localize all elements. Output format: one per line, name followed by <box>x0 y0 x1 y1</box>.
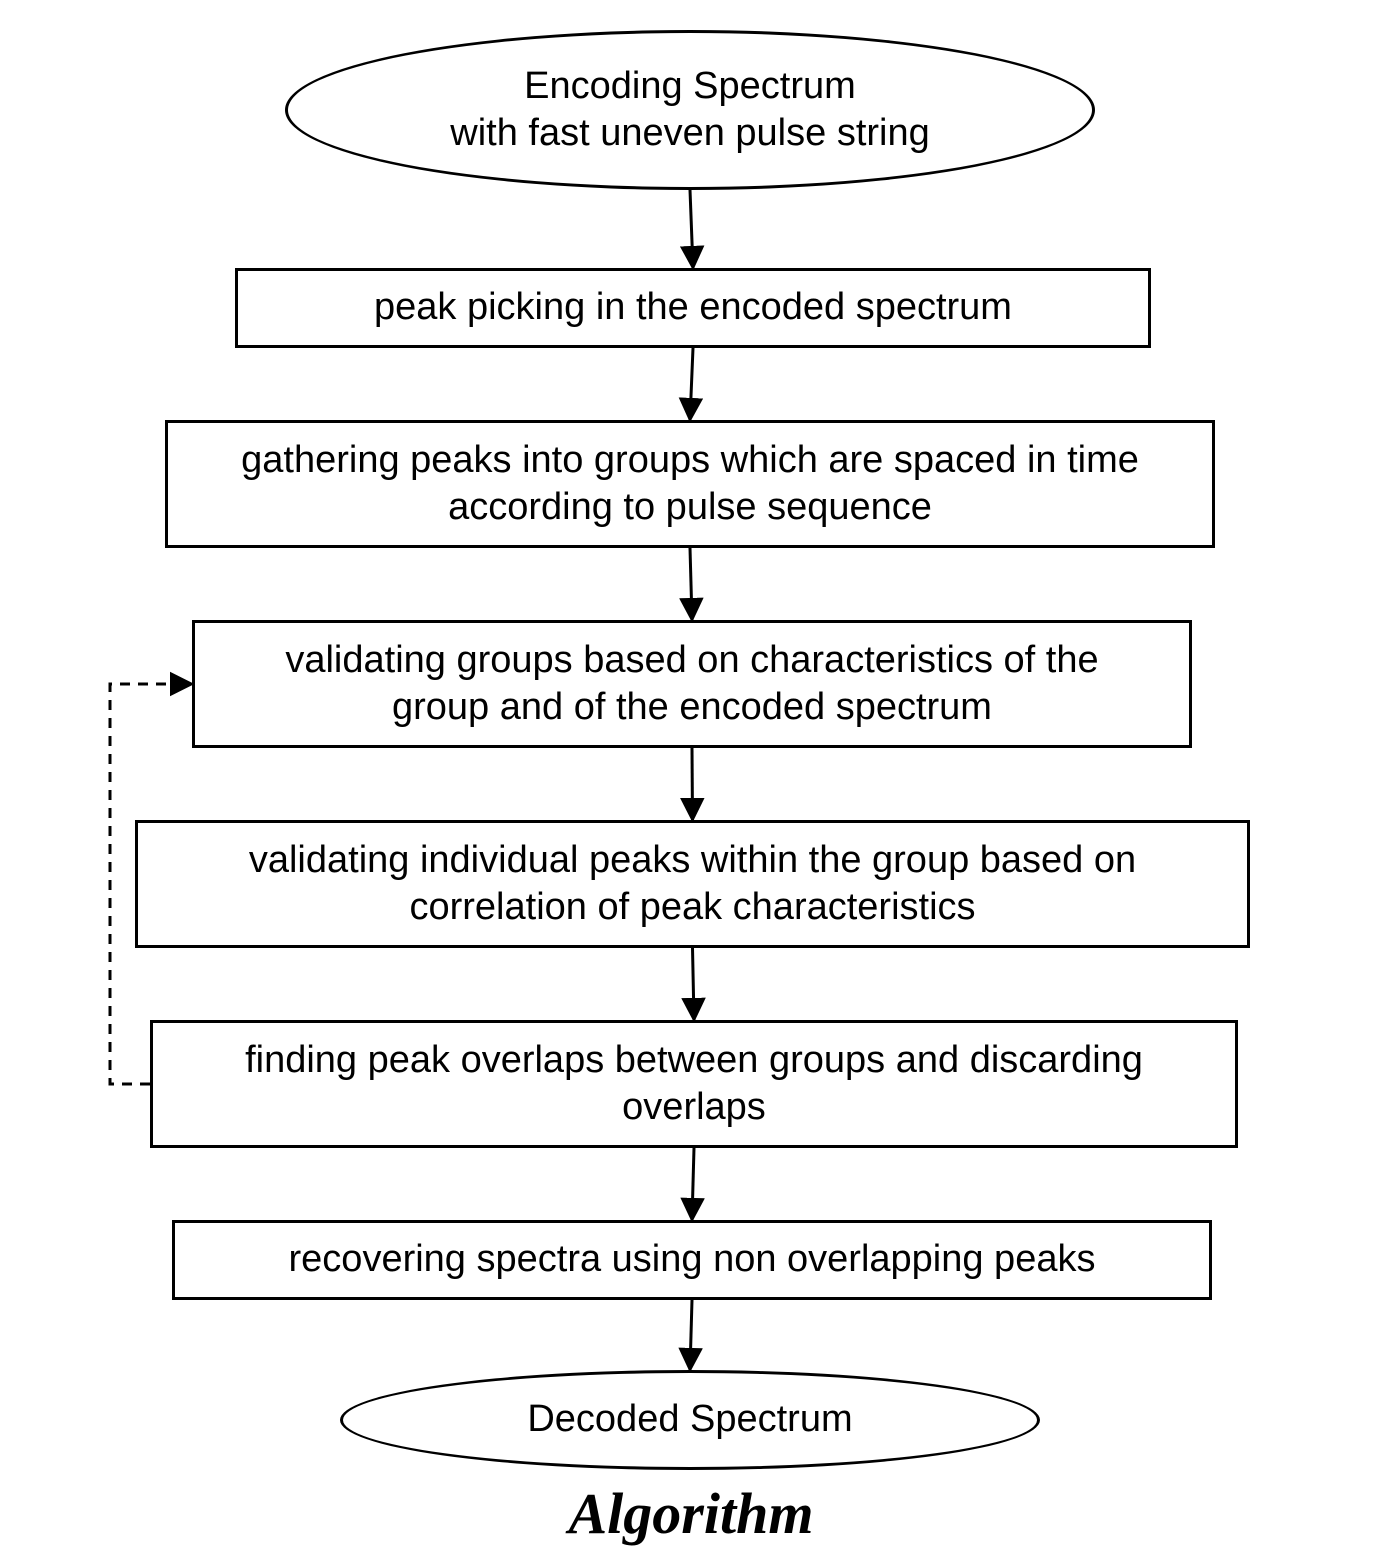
edge-step1-step2 <box>690 348 693 420</box>
flow-node-label: validating individual peaks within the g… <box>249 837 1136 932</box>
edge-step2-step3 <box>690 548 692 620</box>
flow-node-step3: validating groups based on characteristi… <box>192 620 1192 748</box>
flow-node-label: peak picking in the encoded spectrum <box>374 284 1012 332</box>
flow-node-step6: recovering spectra using non overlapping… <box>172 1220 1212 1300</box>
flow-node-step5: finding peak overlaps between groups and… <box>150 1020 1238 1148</box>
arrows-layer <box>0 0 1382 1559</box>
flow-node-label: validating groups based on characteristi… <box>285 637 1098 732</box>
flow-node-label: recovering spectra using non overlapping… <box>289 1236 1096 1284</box>
edge-step6-end <box>690 1300 692 1370</box>
flow-node-start: Encoding Spectrumwith fast uneven pulse … <box>285 30 1095 190</box>
flow-node-label: Decoded Spectrum <box>527 1396 852 1444</box>
flow-node-label: finding peak overlaps between groups and… <box>245 1037 1143 1132</box>
flow-node-end: Decoded Spectrum <box>340 1370 1040 1470</box>
flow-node-label: gathering peaks into groups which are sp… <box>241 437 1139 532</box>
flow-node-step4: validating individual peaks within the g… <box>135 820 1250 948</box>
edge-step3-step4 <box>692 748 693 820</box>
flow-node-step2: gathering peaks into groups which are sp… <box>165 420 1215 548</box>
edge-start-step1 <box>690 190 693 268</box>
flow-node-label: Encoding Spectrumwith fast uneven pulse … <box>450 63 930 158</box>
diagram-title: Algorithm <box>0 1480 1382 1547</box>
flow-node-step1: peak picking in the encoded spectrum <box>235 268 1151 348</box>
flowchart-canvas: Encoding Spectrumwith fast uneven pulse … <box>0 0 1382 1559</box>
edge-step4-step5 <box>693 948 695 1020</box>
edge-step5-step6 <box>692 1148 694 1220</box>
